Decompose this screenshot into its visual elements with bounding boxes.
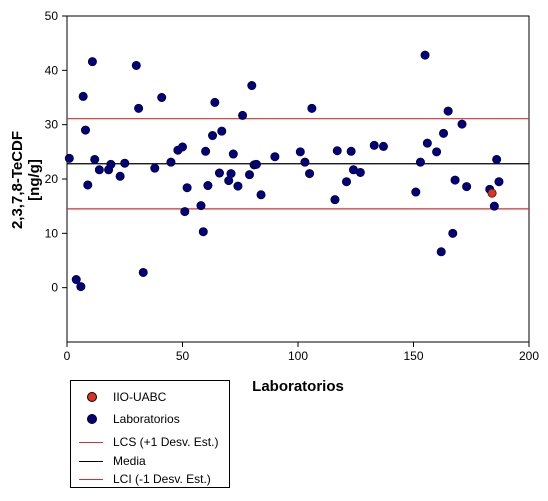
highlight-point <box>487 188 497 198</box>
data-point <box>233 181 243 191</box>
data-point <box>71 275 81 285</box>
x-axis-ticks: 0 50 100 150 200 <box>64 342 539 363</box>
data-point <box>457 119 467 129</box>
data-point <box>436 247 446 257</box>
data-point <box>300 157 310 167</box>
legend-label: LCI (-1 Desv. Est.) <box>113 472 211 486</box>
data-point <box>78 91 88 101</box>
data-point <box>90 154 100 164</box>
data-point <box>346 146 356 156</box>
data-point <box>305 169 315 179</box>
legend-item: LCS (+1 Desv. Est.) <box>71 434 229 450</box>
data-points <box>64 50 504 292</box>
data-point <box>494 177 504 187</box>
legend-line <box>79 436 103 448</box>
data-point <box>228 149 238 159</box>
data-point <box>210 97 220 107</box>
data-point <box>443 106 453 116</box>
y-axis-ticks: 0 10 20 30 40 50 <box>45 9 67 295</box>
legend-item: Laboratorios <box>71 411 229 427</box>
legend-line <box>79 473 103 485</box>
x-tick-label: 150 <box>403 349 423 363</box>
data-point <box>489 201 499 211</box>
data-point <box>330 195 340 205</box>
data-point <box>226 169 236 179</box>
data-point <box>378 141 388 151</box>
data-point <box>115 171 125 181</box>
data-point <box>439 128 449 138</box>
data-point <box>106 159 116 169</box>
legend-label: Laboratorios <box>113 412 180 426</box>
legend-item: Media <box>71 453 229 469</box>
y-tick-label: 40 <box>45 63 59 77</box>
data-point <box>448 228 458 238</box>
legend-label: Media <box>113 454 146 468</box>
data-point <box>203 181 213 191</box>
data-point <box>120 158 130 168</box>
data-point <box>131 60 141 70</box>
legend-label: IIO-UABC <box>113 390 167 404</box>
data-point <box>238 110 248 120</box>
data-point <box>332 146 342 156</box>
data-point <box>178 142 188 152</box>
data-point <box>256 190 266 200</box>
x-tick-label: 0 <box>64 349 71 363</box>
data-point <box>76 282 86 292</box>
data-point <box>270 152 280 162</box>
data-point <box>247 81 257 91</box>
data-point <box>80 125 90 135</box>
data-point <box>214 168 224 178</box>
data-point <box>157 93 167 103</box>
data-point <box>432 147 442 157</box>
data-point <box>450 175 460 185</box>
data-point <box>83 180 93 190</box>
data-point <box>415 157 425 167</box>
y-tick-label: 30 <box>45 118 59 132</box>
data-point <box>420 50 430 60</box>
data-point <box>138 267 148 277</box>
data-point <box>182 183 192 193</box>
x-tick-label: 100 <box>288 349 308 363</box>
y-tick-label: 0 <box>51 281 58 295</box>
legend-item: IIO-UABC <box>71 389 229 405</box>
x-tick-label: 50 <box>176 349 190 363</box>
y-tick-label: 50 <box>45 9 59 23</box>
legend: IIO-UABC Laboratorios LCS (+1 Desv. Est.) M… <box>70 380 230 488</box>
data-point <box>64 153 74 163</box>
data-point <box>411 187 421 197</box>
legend-line <box>79 455 103 467</box>
data-point <box>462 182 472 192</box>
data-point <box>492 154 502 164</box>
data-point <box>150 163 160 173</box>
data-point <box>244 170 254 180</box>
y-axis-title: 2,3,7,8-TeCDF[ng/g] <box>9 131 43 229</box>
data-point <box>422 138 432 148</box>
data-point <box>307 103 317 113</box>
y-tick-label: 20 <box>45 172 59 186</box>
legend-marker <box>79 391 103 403</box>
legend-item: LCI (-1 Desv. Est.) <box>71 471 229 487</box>
x-axis-title: Laboratorios <box>252 378 344 395</box>
data-point <box>342 177 352 187</box>
data-point <box>217 126 227 136</box>
data-point <box>369 140 379 150</box>
data-point <box>201 146 211 156</box>
data-point <box>166 157 176 167</box>
legend-marker <box>79 413 103 425</box>
data-point <box>180 207 190 217</box>
data-point <box>196 201 206 211</box>
y-tick-label: 10 <box>45 226 59 240</box>
reference-lines <box>67 118 529 210</box>
data-point <box>198 227 208 237</box>
data-point <box>94 165 104 175</box>
data-point <box>355 167 365 177</box>
x-tick-label: 200 <box>519 349 539 363</box>
data-point <box>87 57 97 67</box>
data-point <box>251 159 261 169</box>
legend-label: LCS (+1 Desv. Est.) <box>113 435 219 449</box>
data-point <box>295 147 305 157</box>
data-point <box>134 103 144 113</box>
data-point <box>208 131 218 141</box>
